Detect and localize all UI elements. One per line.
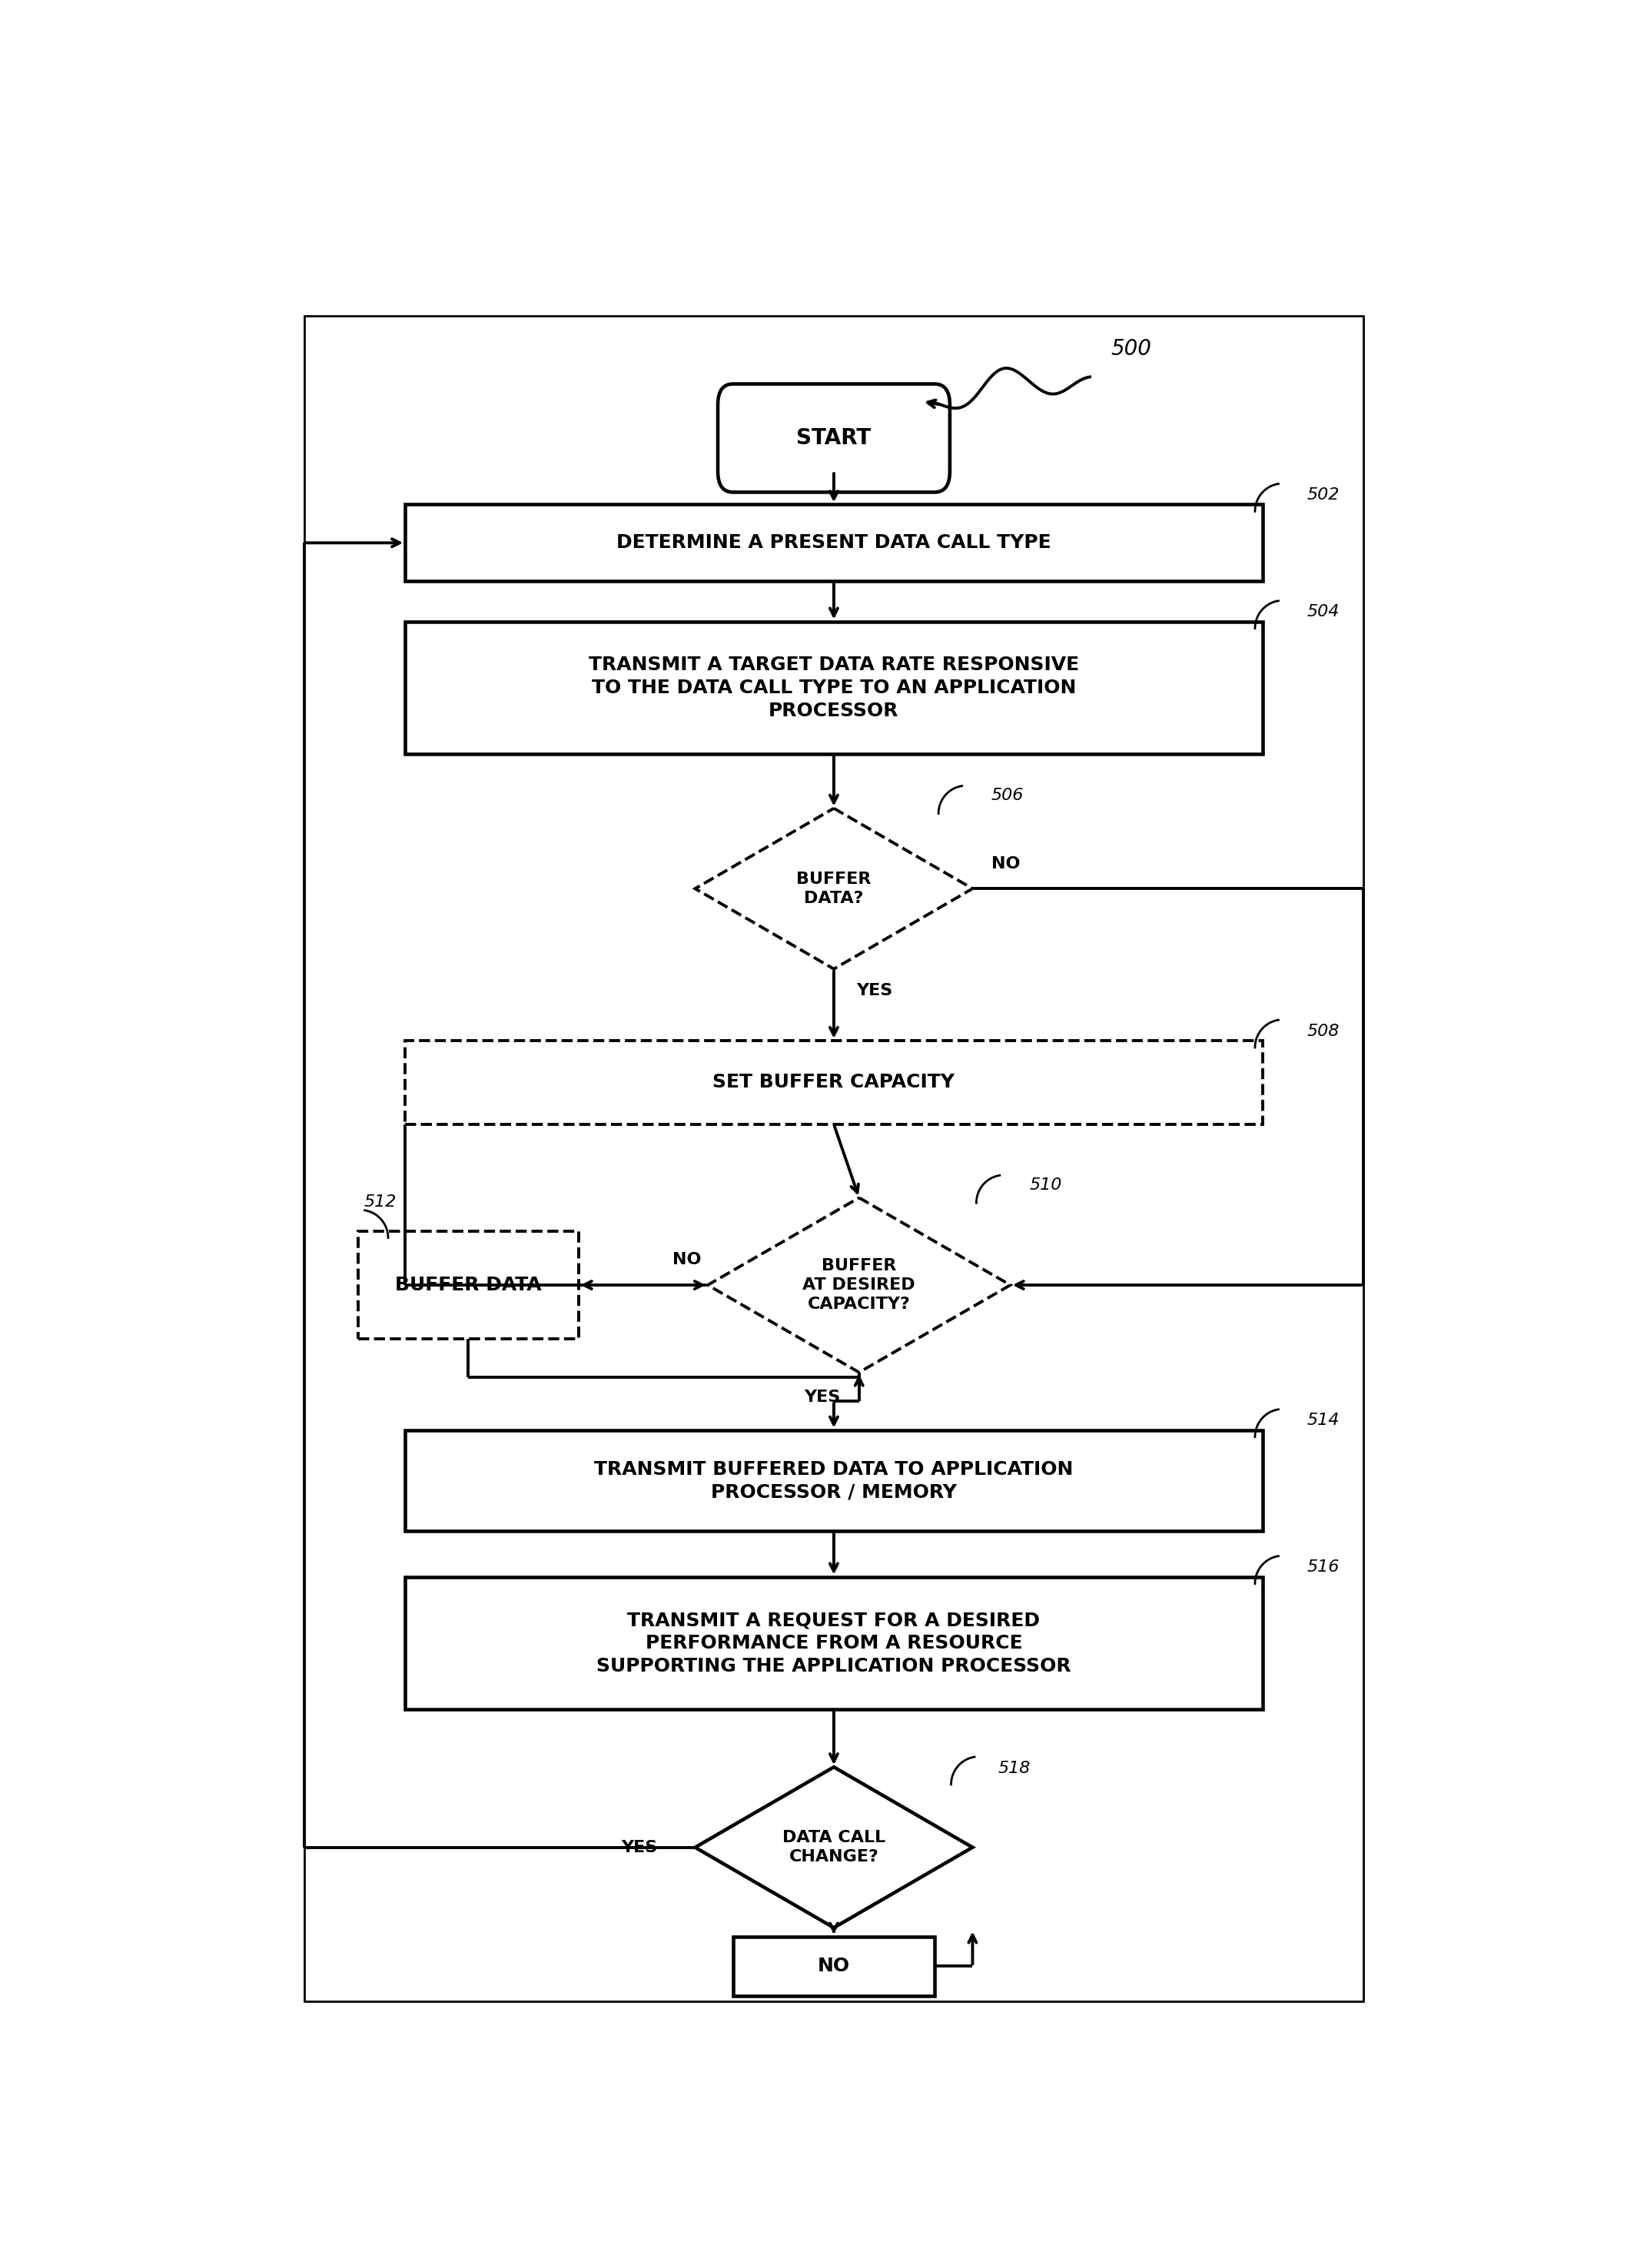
Text: TRANSMIT A REQUEST FOR A DESIRED
PERFORMANCE FROM A RESOURCE
SUPPORTING THE APPL: TRANSMIT A REQUEST FOR A DESIRED PERFORM… xyxy=(597,1610,1071,1676)
Bar xyxy=(732,1937,934,1996)
Text: NO: NO xyxy=(991,855,1020,871)
Bar xyxy=(405,503,1263,581)
Text: 502: 502 xyxy=(1306,488,1339,503)
Text: 510: 510 xyxy=(1030,1177,1062,1193)
Text: YES: YES xyxy=(622,1839,657,1855)
Text: NO: NO xyxy=(672,1252,701,1268)
Text: BUFFER
DATA?: BUFFER DATA? xyxy=(797,871,870,905)
Text: 508: 508 xyxy=(1306,1023,1339,1039)
Text: SET BUFFER CAPACITY: SET BUFFER CAPACITY xyxy=(713,1073,955,1091)
Bar xyxy=(304,315,1363,2000)
Text: BUFFER DATA: BUFFER DATA xyxy=(395,1277,542,1295)
Bar xyxy=(405,621,1263,755)
Text: TRANSMIT A TARGET DATA RATE RESPONSIVE
TO THE DATA CALL TYPE TO AN APPLICATION
P: TRANSMIT A TARGET DATA RATE RESPONSIVE T… xyxy=(589,655,1079,719)
Text: 516: 516 xyxy=(1306,1560,1339,1574)
Bar xyxy=(405,1431,1263,1531)
Text: DETERMINE A PRESENT DATA CALL TYPE: DETERMINE A PRESENT DATA CALL TYPE xyxy=(617,533,1051,551)
Text: 512: 512 xyxy=(364,1195,397,1209)
Polygon shape xyxy=(708,1198,1010,1372)
Bar xyxy=(405,1041,1263,1125)
Text: 504: 504 xyxy=(1306,603,1339,619)
FancyBboxPatch shape xyxy=(718,383,950,492)
Text: 518: 518 xyxy=(997,1760,1030,1776)
Text: START: START xyxy=(797,426,870,449)
Bar xyxy=(358,1232,579,1338)
Text: TRANSMIT BUFFERED DATA TO APPLICATION
PROCESSOR / MEMORY: TRANSMIT BUFFERED DATA TO APPLICATION PR… xyxy=(594,1461,1074,1501)
Polygon shape xyxy=(695,1767,973,1928)
Polygon shape xyxy=(695,807,973,968)
Text: 500: 500 xyxy=(1111,338,1152,358)
Bar xyxy=(405,1576,1263,1710)
Text: YES: YES xyxy=(856,982,893,998)
Text: DATA CALL
CHANGE?: DATA CALL CHANGE? xyxy=(783,1830,885,1864)
Text: 506: 506 xyxy=(991,787,1023,803)
Text: NO: NO xyxy=(818,1957,849,1975)
Text: 514: 514 xyxy=(1306,1413,1339,1429)
Text: BUFFER
AT DESIRED
CAPACITY?: BUFFER AT DESIRED CAPACITY? xyxy=(802,1259,916,1311)
Text: YES: YES xyxy=(804,1390,840,1406)
